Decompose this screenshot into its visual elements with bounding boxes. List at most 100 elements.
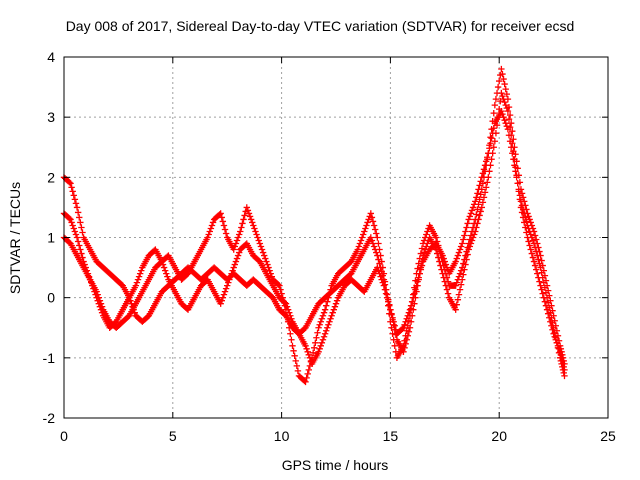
- data-point: [531, 262, 539, 269]
- data-point: [324, 298, 331, 305]
- data-point: [243, 204, 250, 211]
- data-point: [498, 89, 505, 97]
- data-point: [379, 264, 386, 271]
- data-point: [505, 115, 513, 123]
- data-point: [332, 300, 340, 307]
- data-point: [461, 266, 468, 273]
- data-point: [316, 321, 323, 328]
- data-point: [407, 318, 415, 325]
- data-point: [519, 214, 527, 221]
- data-point: [217, 210, 224, 217]
- data-point: [499, 92, 506, 100]
- data-point: [378, 258, 385, 265]
- data-point: [370, 243, 378, 250]
- data-point: [406, 324, 414, 331]
- data-point: [561, 372, 568, 380]
- data-point: [503, 104, 511, 112]
- data-point: [482, 184, 490, 191]
- data-point: [523, 229, 530, 236]
- data-point: [476, 196, 483, 203]
- data-point: [402, 340, 409, 347]
- data-point: [549, 326, 556, 333]
- data-point: [324, 324, 331, 331]
- data-point: [477, 191, 484, 198]
- data-point: [288, 336, 295, 343]
- data-point: [529, 254, 537, 261]
- data-point: [456, 270, 464, 277]
- data-point: [490, 109, 497, 117]
- data-point: [499, 70, 506, 78]
- data-point: [98, 309, 106, 316]
- data-point: [74, 238, 82, 245]
- data-point: [326, 318, 333, 325]
- data-point: [376, 270, 383, 277]
- data-point: [511, 156, 518, 163]
- y-tick-label: 2: [47, 169, 55, 185]
- data-point: [472, 228, 479, 235]
- data-point: [494, 83, 502, 91]
- data-point: [287, 312, 294, 319]
- data-point: [255, 237, 262, 244]
- data-point: [77, 219, 84, 226]
- data-point: [230, 246, 237, 253]
- data-point: [218, 214, 225, 221]
- data-point: [504, 107, 512, 115]
- data-point: [494, 113, 502, 121]
- data-point: [424, 240, 431, 247]
- data-point: [433, 250, 441, 257]
- x-axis-label: GPS time / hours: [282, 457, 389, 473]
- data-point: [549, 307, 556, 314]
- data-point: [418, 245, 426, 252]
- y-tick-label: -1: [43, 350, 56, 366]
- data-point: [238, 224, 245, 231]
- data-point: [496, 77, 503, 85]
- data-point: [412, 294, 419, 301]
- data-point: [218, 297, 225, 304]
- data-point: [464, 220, 471, 227]
- data-point: [302, 342, 309, 349]
- data-point: [535, 244, 542, 251]
- data-point: [325, 294, 332, 301]
- data-point: [412, 277, 419, 284]
- data-point: [497, 97, 504, 105]
- series-track-c: [60, 89, 568, 374]
- data-point: [456, 286, 464, 293]
- data-point: [492, 95, 500, 103]
- data-point: [473, 211, 480, 218]
- data-point: [475, 201, 482, 208]
- data-point: [509, 128, 516, 135]
- data-point: [235, 249, 243, 256]
- data-point: [389, 330, 396, 337]
- data-point: [91, 288, 98, 295]
- data-point: [227, 273, 234, 280]
- data-point: [443, 286, 451, 293]
- data-point: [256, 240, 264, 247]
- data-point: [380, 282, 388, 289]
- data-point: [375, 267, 382, 274]
- data-point: [291, 352, 298, 360]
- data-point: [532, 266, 540, 273]
- data-point: [326, 290, 333, 297]
- data-point: [557, 351, 565, 359]
- data-point: [330, 306, 338, 313]
- data-point: [133, 279, 141, 286]
- data-point: [500, 75, 507, 83]
- data-point: [474, 206, 481, 213]
- data-point: [492, 130, 500, 137]
- data-point: [76, 214, 83, 221]
- data-point: [529, 225, 537, 232]
- data-point: [93, 294, 100, 301]
- series-track-b: [60, 65, 568, 386]
- data-point: [551, 333, 558, 340]
- data-point: [555, 345, 563, 353]
- data-point: [88, 279, 95, 286]
- data-point: [383, 294, 391, 301]
- data-point: [543, 282, 551, 289]
- data-point: [246, 213, 254, 220]
- data-point: [502, 85, 509, 93]
- data-point: [452, 306, 459, 313]
- data-point: [364, 219, 371, 226]
- data-point: [486, 168, 493, 175]
- data-point: [73, 234, 81, 241]
